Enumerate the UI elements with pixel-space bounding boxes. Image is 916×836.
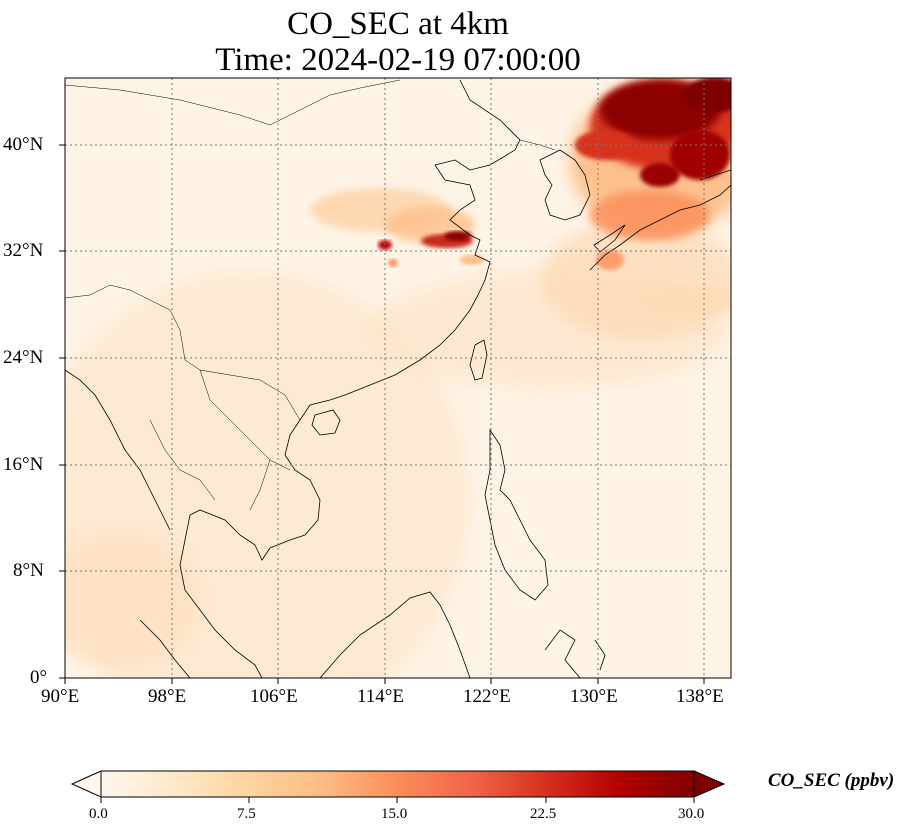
map-frame	[64, 77, 732, 679]
colorbar-tick-label: 7.5	[237, 806, 256, 822]
lon-tick-label: 122°E	[463, 686, 511, 707]
lat-tick-label: 32°N	[3, 240, 44, 261]
colorbar-tick-label: 15.0	[381, 806, 408, 822]
lat-tick-label: 16°N	[3, 454, 44, 475]
colorbar	[70, 770, 726, 803]
lon-tick-label: 90°E	[41, 686, 80, 707]
gridlines	[65, 78, 731, 678]
concentration-field	[65, 78, 731, 678]
map-subtitle-time: Time: 2024-02-19 07:00:00	[215, 42, 581, 78]
lon-tick-label: 130°E	[570, 686, 618, 707]
colorbar-label: CO_SEC (ppbv)	[768, 770, 895, 791]
colorbar-tick-label: 0.0	[89, 806, 108, 822]
colorbar-max-extend	[693, 770, 726, 798]
lat-tick-label: 24°N	[3, 347, 44, 368]
colorbar-tick-label: 30.0	[678, 806, 705, 822]
map-title: CO_SEC at 4km	[287, 6, 509, 42]
lat-tick-label: 0°	[30, 667, 48, 688]
lon-tick-label: 106°E	[250, 686, 298, 707]
colorbar-min-extend	[70, 770, 102, 798]
lon-tick-label: 98°E	[148, 686, 187, 707]
colorbar-tick-label: 22.5	[530, 806, 557, 822]
lon-tick-label: 138°E	[676, 686, 724, 707]
lat-tick-label: 8°N	[13, 560, 44, 581]
axis-ticks	[59, 144, 705, 684]
country-borders	[65, 79, 556, 511]
lat-tick-label: 40°N	[3, 134, 44, 155]
colorbar-gradient	[100, 770, 695, 798]
lon-tick-label: 114°E	[357, 686, 404, 707]
